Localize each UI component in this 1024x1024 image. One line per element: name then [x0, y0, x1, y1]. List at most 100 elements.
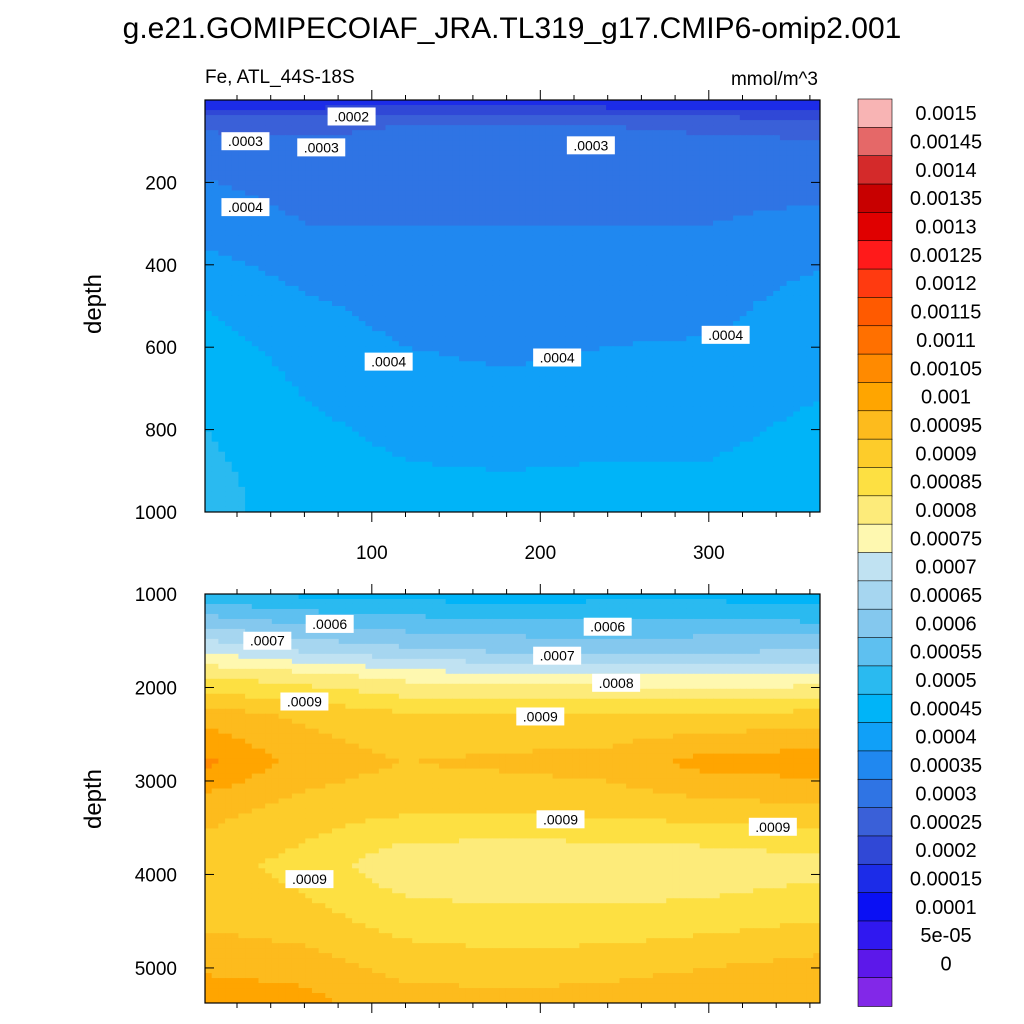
field-cell: [505, 185, 514, 192]
field-cell: [666, 190, 674, 197]
field-cell: [572, 295, 580, 302]
field-cell: [492, 210, 500, 217]
field-cell: [418, 306, 427, 312]
field-cell: [318, 285, 326, 292]
field-cell: [452, 130, 460, 136]
field-cell: [512, 300, 520, 307]
field-cell: [559, 255, 567, 262]
field-cell: [258, 331, 266, 337]
field-cell: [793, 230, 801, 237]
field-cell: [519, 165, 527, 171]
field-cell: [559, 331, 567, 337]
field-cell: [699, 165, 707, 171]
field-cell: [265, 285, 273, 292]
field-cell: [746, 235, 754, 242]
field-cell: [759, 366, 768, 372]
field-cell: [659, 265, 667, 272]
field-cell: [225, 306, 233, 312]
field-cell: [532, 185, 540, 192]
field-cell: [599, 175, 607, 181]
field-cell: [525, 155, 534, 161]
field-cell: [205, 300, 213, 307]
field-cell: [271, 105, 280, 111]
field-cell: [271, 135, 280, 141]
field-cell: [245, 260, 253, 267]
field-cell: [773, 125, 781, 131]
field-cell: [418, 145, 427, 151]
field-cell: [231, 361, 240, 367]
field-cell: [626, 110, 634, 116]
field-cell: [251, 105, 260, 111]
field-cell: [545, 100, 554, 106]
field-cell: [565, 250, 574, 257]
field-cell: [646, 290, 654, 297]
field-cell: [291, 306, 300, 312]
field-cell: [345, 366, 353, 372]
field-cell: [699, 275, 707, 282]
field-cell: [606, 105, 614, 111]
field-cell: [799, 260, 808, 267]
field-cell: [652, 300, 661, 307]
field-cell: [392, 105, 400, 111]
field-cell: [432, 115, 440, 121]
field-cell: [552, 265, 560, 272]
field-cell: [733, 341, 741, 347]
field-cell: [612, 145, 621, 151]
field-cell: [539, 336, 547, 342]
field-cell: [499, 361, 507, 367]
field-cell: [378, 155, 387, 161]
field-cell: [512, 150, 520, 156]
field-cell: [418, 270, 427, 277]
field-cell: [412, 316, 420, 322]
field-cell: [652, 100, 661, 106]
field-cell: [679, 260, 687, 267]
field-cell: [646, 245, 654, 252]
field-cell: [479, 275, 487, 282]
field-cell: [392, 170, 400, 176]
field-cell: [779, 165, 788, 171]
field-cell: [205, 321, 213, 327]
field-cell: [311, 316, 320, 322]
field-cell: [358, 230, 367, 237]
field-cell: [612, 170, 621, 176]
field-cell: [719, 290, 728, 297]
field-cell: [365, 275, 373, 282]
field-cell: [425, 200, 433, 207]
field-cell: [739, 180, 748, 187]
field-cell: [338, 371, 346, 377]
field-cell: [505, 145, 514, 151]
field-cell: [726, 230, 734, 237]
field-cell: [599, 120, 607, 126]
field-cell: [432, 346, 440, 352]
field-cell: [271, 336, 280, 342]
field-cell: [285, 336, 293, 342]
field-cell: [231, 346, 240, 352]
field-cell: [632, 195, 641, 202]
field-cell: [545, 185, 554, 192]
field-cell: [793, 351, 801, 357]
field-cell: [499, 240, 507, 247]
field-cell: [719, 346, 728, 352]
field-cell: [345, 341, 353, 347]
field-cell: [472, 321, 480, 327]
field-cell: [291, 200, 300, 207]
field-cell: [619, 135, 627, 141]
field-cell: [713, 290, 721, 297]
field-cell: [492, 260, 500, 267]
field-cell: [465, 120, 473, 126]
field-cell: [358, 321, 367, 327]
field-cell: [472, 185, 480, 192]
field-cell: [692, 255, 701, 262]
field-cell: [285, 150, 293, 156]
field-cell: [713, 205, 721, 212]
field-cell: [679, 270, 687, 277]
field-cell: [519, 366, 527, 372]
field-cell: [739, 290, 748, 297]
field-cell: [479, 115, 487, 121]
field-cell: [218, 361, 226, 367]
field-cell: [352, 150, 360, 156]
field-cell: [559, 285, 567, 292]
field-cell: [305, 210, 313, 217]
field-cell: [385, 295, 393, 302]
field-cell: [666, 316, 674, 322]
